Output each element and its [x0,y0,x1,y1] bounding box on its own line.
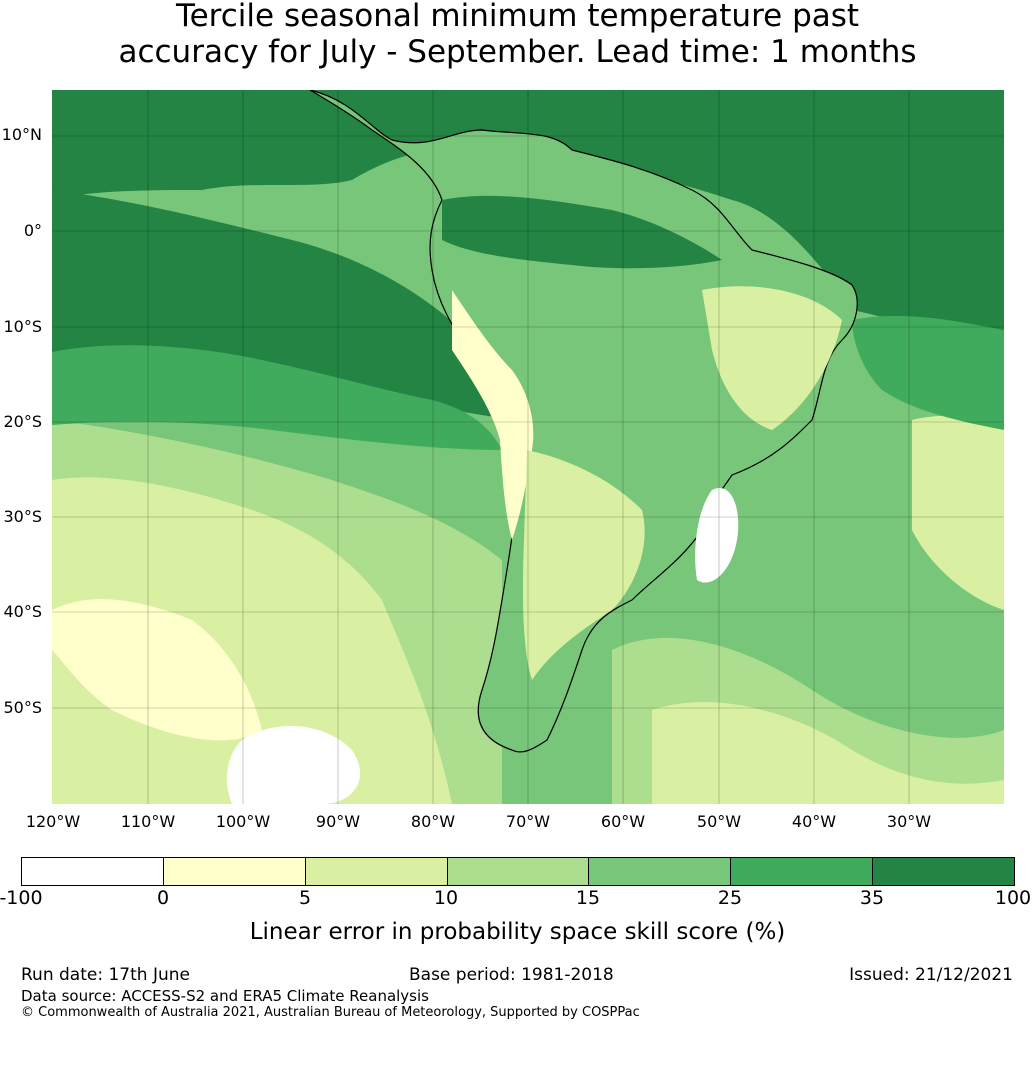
colorbar-segment [163,858,306,885]
colorbar-segment [22,858,164,885]
skill-region-pampas-low [522,450,645,680]
skill-region-atlantic-high [852,315,1004,430]
map-title-line-1: Tercile seasonal minimum temperature pas… [175,0,860,34]
skill-region-south-atlantic-verylow [652,702,1004,804]
skill-region-south-white [226,726,361,804]
skill-region-tropical-pacific-high [52,190,512,420]
skill-region-south-lowest [52,599,262,741]
lon-tick-80w: 80°W [410,812,456,831]
colorbar-tick: 0 [156,887,170,909]
lon-tick-30w: 30°W [886,812,932,831]
copyright-notice: © Commonwealth of Australia 2021, Austra… [21,1005,640,1020]
colorbar-tick: 15 [575,887,601,909]
lat-tick-10n: 10°N [1,125,42,144]
lat-tick-50s: 50°S [3,698,42,717]
lat-tick-40s: 40°S [3,602,42,621]
colorbar-tick: 25 [717,887,743,909]
colorbar-segment [589,858,732,885]
base-period: Base period: 1981-2018 [409,965,614,985]
colorbar-segment [447,858,590,885]
map-title-line-2: accuracy for July - September. Lead time… [118,34,917,70]
colorbar-label: Linear error in probability space skill … [249,919,786,945]
colorbar [21,857,1015,886]
lon-tick-70w: 70°W [505,812,551,831]
skill-region-amazon-high [442,195,722,269]
colorbar-tick: 35 [859,887,885,909]
lon-tick-110w: 110°W [120,812,176,831]
skill-region-pacific-mid [52,345,502,450]
graticule [52,90,1004,804]
lat-tick-0: 0° [23,221,42,240]
lat-tick-30s: 30°S [3,507,42,526]
skill-region-tropics-high [52,90,1004,350]
colorbar-segment [873,858,1015,885]
colorbar-tick: -100 [0,887,43,909]
lon-tick-40w: 40°W [791,812,837,831]
skill-region-brazil-low [702,286,842,430]
skill-score-map [52,90,1004,804]
colorbar-tick: 5 [298,887,312,909]
lon-tick-90w: 90°W [315,812,361,831]
lon-tick-60w: 60°W [600,812,646,831]
colorbar-tick: 100 [994,887,1032,909]
colorbar-segment [731,858,874,885]
skill-region-andes-low [452,290,534,540]
colorbar-tick: 10 [433,887,459,909]
lon-tick-50w: 50°W [696,812,742,831]
lon-tick-120w: 120°W [25,812,81,831]
lat-tick-10s: 10°S [3,317,42,336]
skill-region-coast-white [695,488,739,583]
issued-date: Issued: 21/12/2021 [849,965,1013,985]
lat-tick-20s: 20°S [3,412,42,431]
colorbar-segment [305,858,448,885]
lon-tick-100w: 100°W [215,812,271,831]
data-source: Data source: ACCESS-S2 and ERA5 Climate … [21,987,429,1005]
run-date: Run date: 17th June [21,965,190,985]
skill-region-east-atlantic-verylow [912,415,1004,610]
